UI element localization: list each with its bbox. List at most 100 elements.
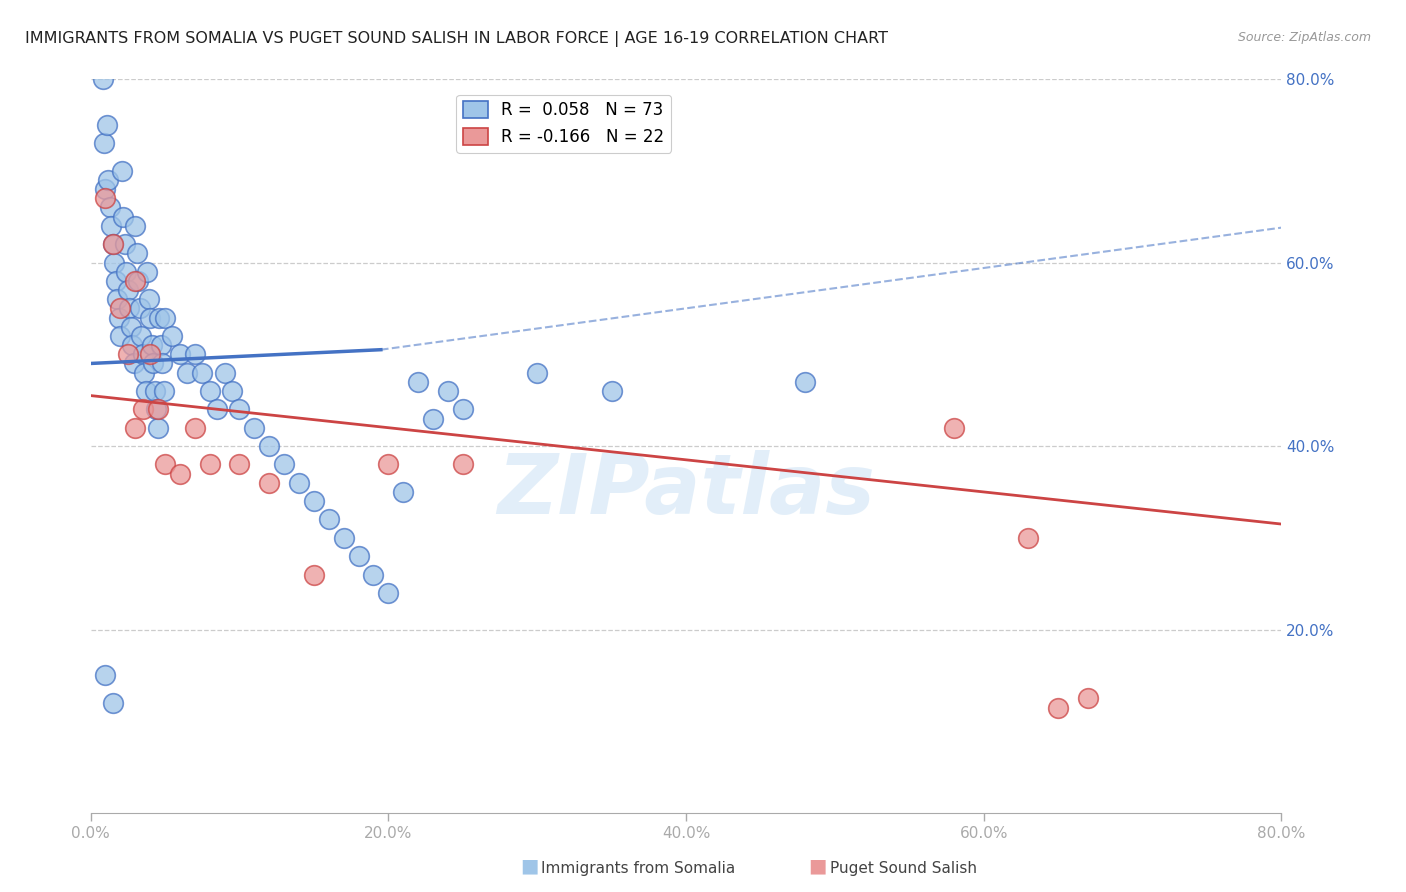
Point <box>143 384 166 398</box>
Point <box>152 384 174 398</box>
Point <box>406 375 429 389</box>
Point <box>153 458 176 472</box>
Point <box>94 182 117 196</box>
Point <box>451 458 474 472</box>
Point <box>347 549 370 564</box>
Point <box>101 696 124 710</box>
Point <box>526 366 548 380</box>
Point <box>288 475 311 490</box>
Point <box>228 402 250 417</box>
Point <box>101 237 124 252</box>
Text: Immigrants from Somalia: Immigrants from Somalia <box>541 861 735 876</box>
Point <box>91 72 114 87</box>
Point <box>149 338 172 352</box>
Point <box>243 420 266 434</box>
Point <box>101 237 124 252</box>
Point <box>153 310 176 325</box>
Point <box>794 375 817 389</box>
Point <box>129 329 152 343</box>
Point <box>150 356 173 370</box>
Point <box>120 319 142 334</box>
Point <box>176 366 198 380</box>
Point <box>273 458 295 472</box>
Point <box>145 402 167 417</box>
Point <box>437 384 460 398</box>
Point <box>228 458 250 472</box>
Text: Puget Sound Salish: Puget Sound Salish <box>830 861 977 876</box>
Point <box>124 420 146 434</box>
Text: ■: ■ <box>520 857 538 876</box>
Point <box>302 494 325 508</box>
Point <box>124 274 146 288</box>
Point <box>94 191 117 205</box>
Point <box>169 467 191 481</box>
Point <box>169 347 191 361</box>
Point <box>162 329 184 343</box>
Point <box>121 338 143 352</box>
Point <box>125 246 148 260</box>
Text: Source: ZipAtlas.com: Source: ZipAtlas.com <box>1237 31 1371 45</box>
Point <box>104 274 127 288</box>
Point <box>1017 531 1039 545</box>
Text: IMMIGRANTS FROM SOMALIA VS PUGET SOUND SALISH IN LABOR FORCE | AGE 16-19 CORRELA: IMMIGRANTS FROM SOMALIA VS PUGET SOUND S… <box>25 31 889 47</box>
Point <box>98 201 121 215</box>
Point <box>332 531 354 545</box>
Point <box>93 136 115 151</box>
Point <box>110 329 132 343</box>
Point <box>198 384 221 398</box>
Point <box>128 301 150 316</box>
Point <box>422 411 444 425</box>
Point <box>184 420 207 434</box>
Point <box>146 420 169 434</box>
Point <box>377 458 399 472</box>
Point <box>114 237 136 252</box>
Point <box>132 402 155 417</box>
Point <box>117 347 139 361</box>
Point <box>117 283 139 297</box>
Point <box>138 292 160 306</box>
Point <box>132 347 155 361</box>
Text: ZIPatlas: ZIPatlas <box>498 450 875 531</box>
Point <box>392 484 415 499</box>
Point <box>94 668 117 682</box>
Point <box>221 384 243 398</box>
Point <box>257 475 280 490</box>
Point <box>97 173 120 187</box>
Point <box>108 310 131 325</box>
Point <box>110 301 132 316</box>
Point <box>1077 691 1099 706</box>
Point <box>148 310 170 325</box>
Point <box>111 163 134 178</box>
Point <box>318 512 340 526</box>
Legend: R =  0.058   N = 73, R = -0.166   N = 22: R = 0.058 N = 73, R = -0.166 N = 22 <box>456 95 671 153</box>
Point <box>136 265 159 279</box>
Point <box>100 219 122 233</box>
Point <box>127 274 149 288</box>
Point <box>141 338 163 352</box>
Point <box>214 366 236 380</box>
Point <box>103 255 125 269</box>
Point <box>257 439 280 453</box>
Point <box>115 265 138 279</box>
Point <box>191 366 214 380</box>
Point <box>112 210 135 224</box>
Point <box>122 356 145 370</box>
Point <box>124 219 146 233</box>
Point <box>184 347 207 361</box>
Point <box>363 567 385 582</box>
Point <box>377 586 399 600</box>
Point <box>205 402 228 417</box>
Point <box>139 310 162 325</box>
Text: ■: ■ <box>808 857 827 876</box>
Point <box>1047 700 1070 714</box>
Point <box>451 402 474 417</box>
Point <box>135 384 157 398</box>
Point <box>134 366 156 380</box>
Point <box>600 384 623 398</box>
Point <box>96 118 118 132</box>
Point <box>942 420 965 434</box>
Point <box>198 458 221 472</box>
Point <box>302 567 325 582</box>
Point <box>118 301 141 316</box>
Point <box>146 402 169 417</box>
